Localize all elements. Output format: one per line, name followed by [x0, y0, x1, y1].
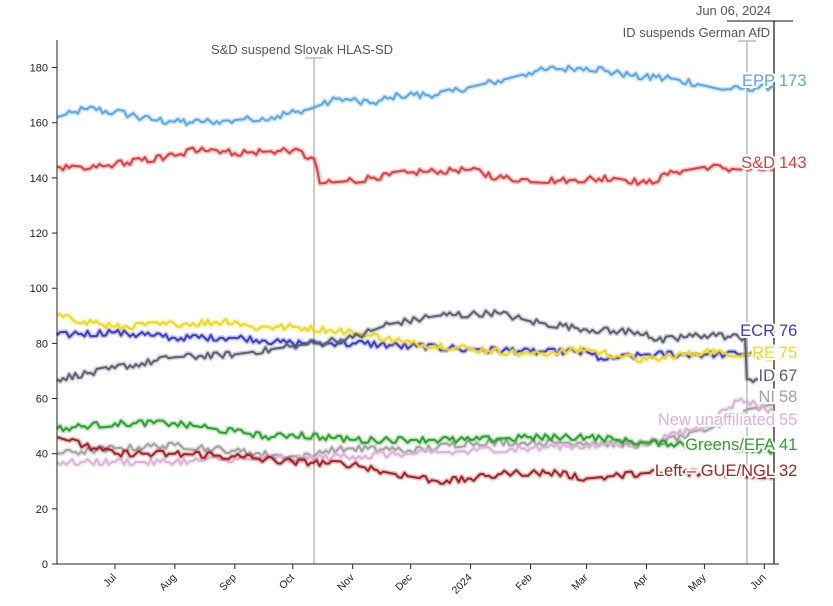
x-tick-label: Nov [335, 571, 357, 593]
y-tick-label: 0 [42, 559, 48, 571]
value-label: 143 [779, 154, 807, 172]
y-tick-label: 140 [30, 173, 48, 185]
series-halo [56, 145, 774, 188]
label-name: ID [759, 367, 776, 385]
label-halo: ECR [740, 322, 775, 340]
y-tick-label: 20 [36, 504, 48, 516]
value-halo: 41 [779, 436, 797, 454]
label-name: EPP [742, 72, 775, 90]
x-tick-label: Jul [101, 572, 119, 590]
y-tick-label: 40 [36, 449, 48, 461]
annotation-label: Jun 06, 2024 [696, 3, 771, 18]
x-tick-label: May [686, 571, 709, 594]
x-tick-label: Feb [513, 572, 534, 593]
label-halo: EPP [742, 72, 775, 90]
y-tick-label: 80 [36, 338, 48, 350]
series-halo [56, 63, 775, 128]
series-line-greens-efa[interactable] [56, 419, 775, 455]
value-label: 173 [779, 72, 807, 90]
value-label: 55 [779, 411, 797, 429]
label-name: NI [759, 388, 776, 406]
x-tick-label: Jun [748, 572, 769, 593]
x-tick-label: Mar [569, 571, 591, 593]
x-tick-label: Apr [631, 571, 651, 591]
series-line-id[interactable] [56, 309, 774, 383]
value-halo: 58 [779, 388, 797, 406]
x-tick-label: Aug [157, 572, 179, 594]
y-tick-label: 120 [30, 228, 48, 240]
x-tick-label: Oct [277, 572, 297, 592]
annotation-label: S&D suspend Slovak HLAS-SD [211, 42, 393, 57]
label-name: Left – GUE/NGL [655, 462, 775, 480]
y-tick-label: 100 [30, 283, 48, 295]
label-name: S&D [741, 154, 775, 172]
label-halo: Greens/EFA [685, 436, 775, 454]
value-halo: 173 [779, 72, 807, 90]
label-halo: NI [759, 388, 776, 406]
label-name: New unaffiliated [658, 411, 775, 429]
y-tick-label: 160 [30, 118, 48, 130]
x-tick-label: Dec [393, 572, 415, 594]
value-halo: 76 [779, 322, 797, 340]
series-lines [55, 63, 776, 487]
label-halo: New unaffiliated [658, 411, 775, 429]
series-line-s-d[interactable] [56, 146, 774, 186]
value-halo: 55 [779, 411, 797, 429]
y-tick-label: 60 [36, 394, 48, 406]
series-line-re[interactable] [56, 312, 775, 363]
x-tick-label: 2024 [450, 572, 475, 597]
x-tick-label: Sep [217, 572, 239, 594]
label-halo: Left – GUE/NGL [655, 462, 775, 480]
label-halo: RE [752, 344, 775, 362]
value-halo: 75 [779, 344, 797, 362]
value-halo: 67 [779, 367, 797, 385]
label-name: Greens/EFA [685, 436, 775, 454]
value-label: 58 [779, 388, 797, 406]
value-label: 32 [779, 462, 797, 480]
series-line-new-unaffiliated[interactable] [56, 397, 775, 466]
label-halo: S&D [741, 154, 775, 172]
value-halo: 143 [779, 154, 807, 172]
series-line-left-gue-ngl[interactable] [56, 436, 775, 485]
series-line-epp[interactable] [56, 64, 775, 127]
label-halo: ID [759, 367, 776, 385]
value-halo: 32 [779, 462, 797, 480]
value-label: 67 [779, 367, 797, 385]
label-name: RE [752, 344, 775, 362]
value-label: 76 [779, 322, 797, 340]
annotation-label: ID suspends German AfD [623, 25, 770, 40]
y-tick-label: 180 [30, 63, 48, 75]
label-name: ECR [740, 322, 775, 340]
value-label: 41 [779, 436, 797, 454]
value-label: 75 [779, 344, 797, 362]
